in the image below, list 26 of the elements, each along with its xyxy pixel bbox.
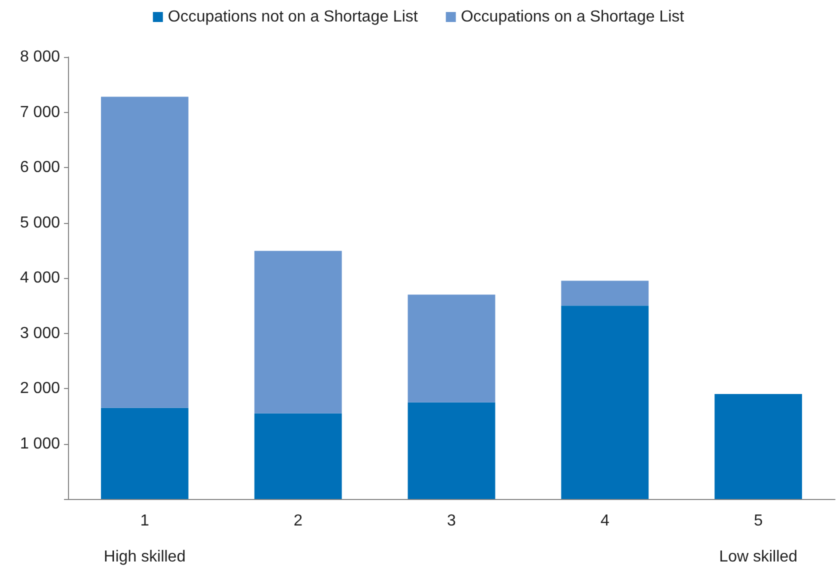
bar <box>408 294 496 402</box>
y-tick-label: 6 000 <box>20 159 60 176</box>
y-tick-label: 4 000 <box>20 270 60 286</box>
legend-label: Occupations not on a Shortage List <box>168 8 418 26</box>
x-tick-label: 2 <box>294 512 303 530</box>
x-tick-label: 4 <box>600 512 610 530</box>
y-tick-label: 7 000 <box>20 104 60 121</box>
y-tick-label: 3 000 <box>20 324 60 342</box>
legend-label: Occupations on a Shortage List <box>460 8 685 26</box>
y-tick-label: 5 000 <box>20 214 60 232</box>
bar <box>100 96 188 408</box>
y-tick-label: 8 000 <box>20 48 60 66</box>
x-tick-label: 1 <box>140 512 150 530</box>
bar <box>714 394 802 499</box>
x-tick-label: 3 <box>447 512 456 530</box>
bar <box>408 402 496 499</box>
bar <box>561 306 649 499</box>
text: High skilled <box>104 548 186 566</box>
y-tick-label: 1 000 <box>20 435 60 452</box>
y-tick-label: 2 000 <box>20 380 60 397</box>
text: Low skilled <box>719 548 798 566</box>
x-tick-label: 5 <box>754 512 763 530</box>
bar <box>561 280 649 306</box>
bar <box>100 408 188 499</box>
bar <box>254 250 342 414</box>
bar <box>254 413 342 499</box>
